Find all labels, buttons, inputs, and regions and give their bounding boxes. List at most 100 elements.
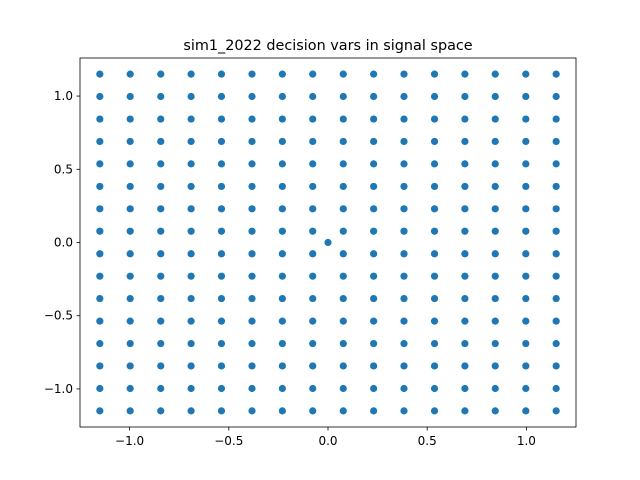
- data-point: [248, 115, 256, 123]
- data-point: [157, 137, 165, 146]
- data-point: [552, 160, 560, 168]
- data-point: [126, 227, 134, 235]
- data-point-center: [324, 238, 332, 247]
- data-point: [126, 70, 134, 78]
- data-point: [552, 92, 560, 101]
- data-point: [157, 160, 165, 168]
- data-point: [552, 317, 560, 325]
- data-point: [461, 115, 469, 123]
- data-point: [157, 92, 165, 101]
- data-point: [309, 384, 317, 393]
- data-point: [370, 362, 378, 370]
- data-point: [126, 115, 134, 123]
- data-point: [339, 272, 347, 280]
- data-point: [400, 317, 408, 325]
- data-point: [157, 294, 165, 303]
- data-point: [461, 317, 469, 325]
- data-point: [552, 115, 560, 123]
- data-point: [552, 182, 560, 191]
- data-point: [430, 407, 439, 415]
- data-point: [278, 250, 286, 258]
- data-point: [522, 250, 530, 258]
- x-axis: −1.0 −0.5 0.0 0.5 1.0: [115, 427, 536, 448]
- data-point: [96, 137, 104, 146]
- data-point: [157, 272, 165, 280]
- data-point: [491, 160, 499, 168]
- data-point: [491, 92, 499, 101]
- data-point: [126, 92, 134, 101]
- data-point: [217, 384, 226, 393]
- data-point: [96, 205, 104, 213]
- data-point: [522, 115, 530, 123]
- data-point: [370, 182, 378, 191]
- data-point: [187, 407, 195, 415]
- data-point: [96, 317, 104, 325]
- data-point: [522, 92, 530, 101]
- data-point: [461, 137, 469, 146]
- data-point: [157, 317, 165, 325]
- data-point: [461, 205, 469, 213]
- data-point: [278, 362, 286, 370]
- data-point: [278, 70, 286, 78]
- data-point: [96, 250, 104, 258]
- data-point: [157, 182, 165, 191]
- data-point: [157, 384, 165, 393]
- data-point: [217, 137, 226, 146]
- data-point: [522, 160, 530, 168]
- data-point: [522, 227, 530, 235]
- data-point: [248, 160, 256, 168]
- data-point: [248, 272, 256, 280]
- data-point: [126, 182, 134, 191]
- data-point: [370, 272, 378, 280]
- data-point: [430, 250, 439, 258]
- y-tick-label: 0.0: [54, 236, 73, 250]
- data-point: [491, 317, 499, 325]
- data-point: [370, 294, 378, 303]
- data-point: [339, 227, 347, 235]
- data-point: [552, 70, 560, 78]
- x-tick-label: 1.0: [517, 434, 536, 448]
- data-point: [309, 137, 317, 146]
- data-point: [461, 160, 469, 168]
- data-point: [461, 250, 469, 258]
- data-point: [430, 227, 439, 235]
- data-point: [430, 92, 439, 101]
- data-point: [278, 182, 286, 191]
- data-point: [522, 384, 530, 393]
- data-point: [309, 115, 317, 123]
- data-point: [522, 317, 530, 325]
- data-point: [126, 294, 134, 303]
- data-point: [217, 250, 226, 258]
- data-point: [552, 205, 560, 213]
- data-point: [400, 339, 408, 348]
- data-point: [157, 70, 165, 78]
- data-point: [552, 250, 560, 258]
- data-point: [248, 407, 256, 415]
- data-point: [126, 317, 134, 325]
- data-point: [370, 92, 378, 101]
- data-point: [248, 182, 256, 191]
- data-point: [187, 339, 195, 348]
- data-point: [278, 339, 286, 348]
- data-point: [187, 205, 195, 213]
- data-point: [248, 384, 256, 393]
- data-point: [217, 362, 226, 370]
- data-point: [157, 227, 165, 235]
- data-point: [187, 137, 195, 146]
- data-point: [370, 205, 378, 213]
- data-point: [278, 384, 286, 393]
- data-point: [370, 339, 378, 348]
- data-point: [491, 407, 499, 415]
- data-point: [522, 407, 530, 415]
- data-point: [126, 205, 134, 213]
- data-point: [339, 384, 347, 393]
- data-point: [248, 92, 256, 101]
- data-point: [96, 272, 104, 280]
- data-point: [217, 272, 226, 280]
- data-point: [400, 205, 408, 213]
- data-point: [370, 160, 378, 168]
- data-point: [309, 294, 317, 303]
- data-point: [187, 362, 195, 370]
- data-point: [96, 384, 104, 393]
- data-point: [339, 205, 347, 213]
